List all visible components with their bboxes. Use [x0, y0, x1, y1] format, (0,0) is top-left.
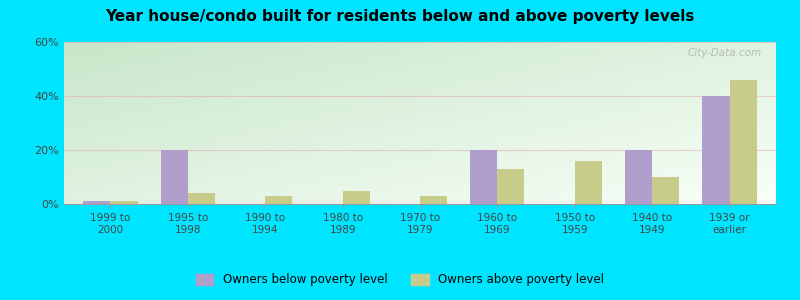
Bar: [702, 96, 730, 204]
Bar: [574, 161, 602, 204]
Bar: [266, 196, 292, 204]
Bar: [342, 190, 370, 204]
Bar: [161, 150, 188, 204]
Legend: Owners below poverty level, Owners above poverty level: Owners below poverty level, Owners above…: [191, 269, 609, 291]
Bar: [83, 201, 110, 204]
Bar: [110, 201, 138, 204]
Bar: [420, 196, 447, 204]
Bar: [652, 177, 679, 204]
Text: City-Data.com: City-Data.com: [688, 49, 762, 58]
Bar: [188, 193, 215, 204]
Bar: [625, 150, 652, 204]
Text: Year house/condo built for residents below and above poverty levels: Year house/condo built for residents bel…: [106, 9, 694, 24]
Bar: [730, 80, 757, 204]
Bar: [470, 150, 498, 204]
Bar: [498, 169, 525, 204]
